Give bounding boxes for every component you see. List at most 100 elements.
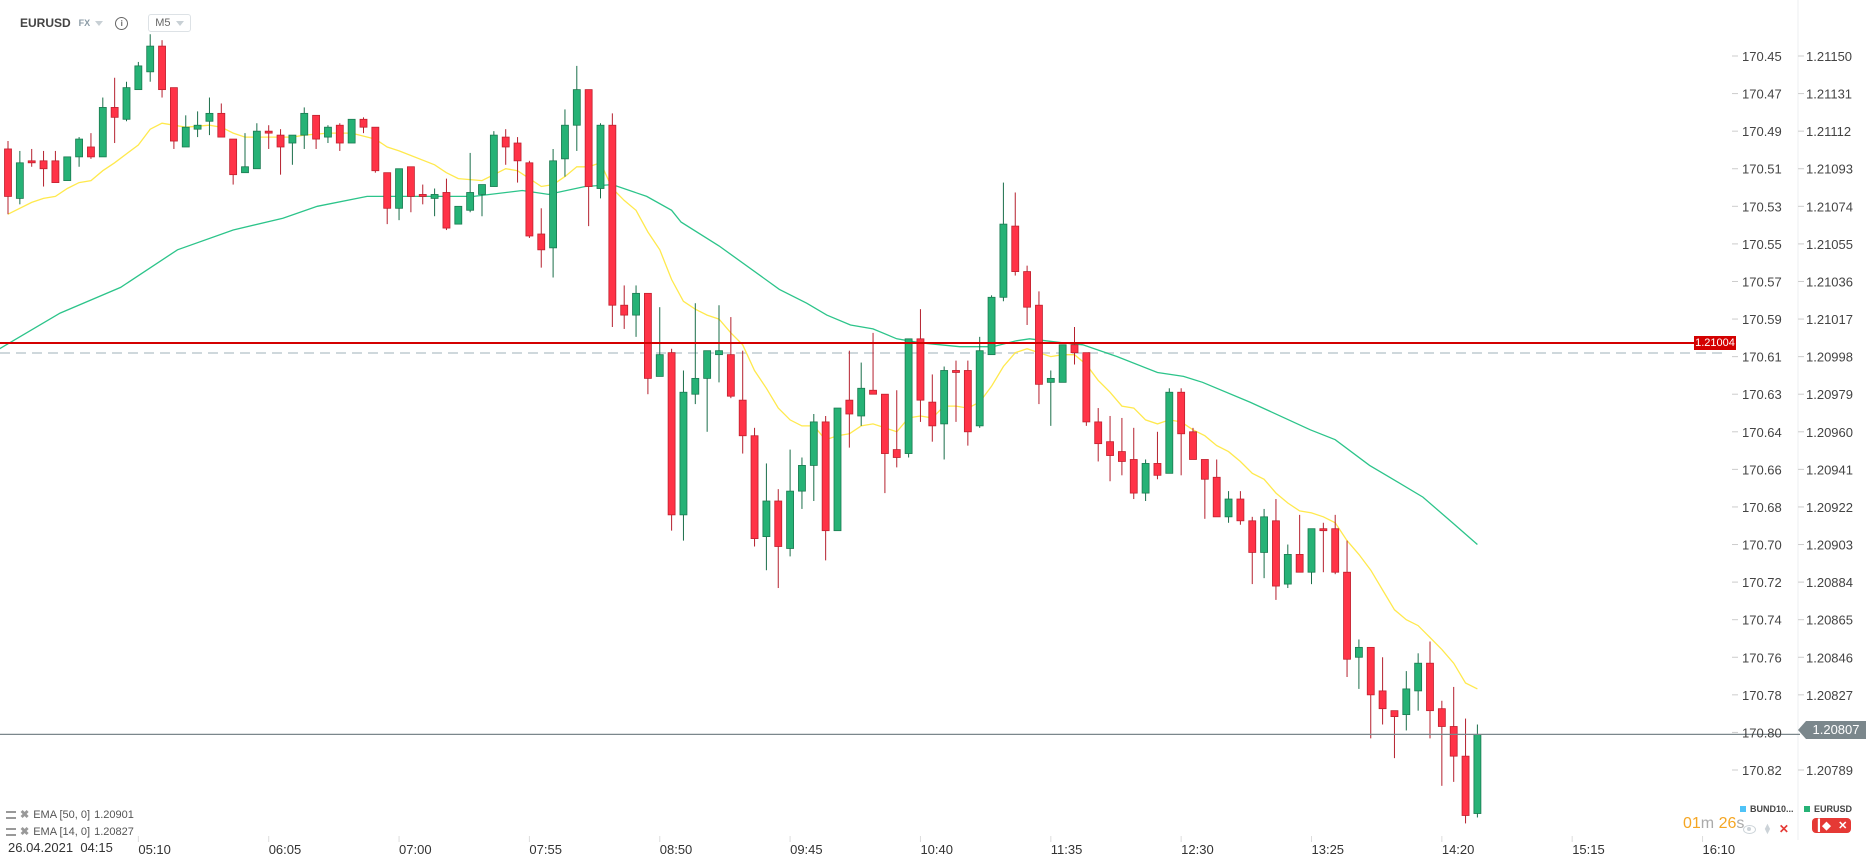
candle-body (892, 449, 901, 458)
remove-icon[interactable]: ✖ (20, 826, 30, 838)
candles-layer (4, 34, 1482, 824)
candle-body (1094, 421, 1103, 445)
time-label: 06:05 (269, 842, 302, 857)
eurusd-series-controls[interactable]: ┃◆ ✕ (1812, 818, 1851, 833)
candle (110, 77, 119, 144)
candle (193, 111, 202, 138)
candle-body (857, 387, 866, 417)
legend-eurusd-label: EURUSD (1814, 804, 1853, 814)
timeframe-dropdown[interactable]: M5 (148, 14, 192, 32)
indicator-value: 1.20827 (94, 825, 134, 838)
candle-body (430, 194, 439, 199)
candle (1343, 540, 1351, 678)
candle-body (798, 465, 806, 492)
eurusd-axis-label: 1.21055 (1806, 237, 1853, 252)
candle-body (1035, 304, 1043, 385)
settings-icon[interactable] (6, 810, 16, 819)
candle-body (1473, 733, 1482, 814)
indicator-ema14[interactable]: ✖ EMA [14, 0] 1.20827 (6, 825, 134, 838)
candle (466, 152, 475, 213)
legend-bund[interactable]: BUND10... (1740, 804, 1794, 814)
up-down-arrows-icon[interactable]: ▲ ▼ (1763, 821, 1772, 836)
market-dropdown[interactable]: FX (79, 18, 104, 28)
eye-icon[interactable] (1743, 824, 1756, 834)
remove-icon[interactable]: ✖ (20, 809, 30, 821)
candlestick-icon[interactable]: ┃◆ (1815, 820, 1831, 832)
candle-body (264, 130, 273, 134)
candle (1319, 522, 1328, 573)
candle (561, 109, 569, 177)
candle-body (454, 205, 463, 225)
info-icon[interactable]: i (115, 16, 129, 30)
candle (1378, 657, 1387, 725)
candle (667, 348, 676, 531)
candle (703, 350, 712, 432)
candle-body (1414, 662, 1423, 692)
candle (1094, 408, 1103, 462)
candle (276, 129, 285, 175)
candle-body (987, 296, 996, 356)
candle-body (241, 166, 249, 174)
symbol-name[interactable]: EURUSD (20, 16, 71, 30)
candle (738, 350, 747, 454)
candle-body (869, 389, 877, 395)
close-icon[interactable]: ✕ (1778, 822, 1789, 836)
candle (1295, 514, 1304, 573)
time-label: 05:10 (138, 842, 171, 857)
candle (158, 40, 166, 98)
time-label: 13:25 (1312, 842, 1345, 857)
candle-body (169, 87, 178, 142)
indicator-ema50[interactable]: ✖ EMA [50, 0] 1.20901 (6, 808, 134, 821)
candle-body (383, 172, 392, 209)
candle (1046, 370, 1055, 426)
candle (98, 97, 107, 158)
candle-body (881, 393, 889, 454)
eurusd-axis-label: 1.21093 (1806, 162, 1853, 177)
candle (513, 137, 522, 183)
candle-body (229, 138, 238, 176)
bund-axis-label: 170.74 (1742, 613, 1782, 628)
candle (312, 114, 321, 149)
candle (229, 138, 238, 185)
close-icon[interactable]: ✕ (1838, 820, 1848, 832)
current-price-tag: 1.20807 (1798, 721, 1866, 739)
candle (1402, 671, 1411, 731)
horizontal-line-price-tag[interactable]: 1.21004 (1694, 336, 1736, 350)
candle-body (1236, 498, 1245, 522)
candle (916, 309, 925, 422)
candle (525, 160, 534, 238)
candle-body (1307, 528, 1316, 573)
eurusd-axis-label: 1.21017 (1806, 312, 1853, 327)
bund-axis-label: 170.53 (1742, 199, 1782, 214)
bund-axis-label: 170.55 (1742, 237, 1782, 252)
candle-body (572, 89, 581, 126)
candle-body (833, 407, 842, 532)
candle-body (1378, 690, 1387, 710)
date-label: 26.04.2021 04:15 (8, 840, 113, 855)
candle-body (122, 87, 131, 120)
candle (1283, 544, 1292, 589)
candle (1106, 415, 1114, 482)
candle-body (146, 45, 155, 73)
time-axis[interactable]: 05:10 06:05 07:00 07:55 08:50 09:45 10:40 11:35… (137, 836, 1735, 857)
candle-body (442, 192, 451, 229)
candle-body (51, 160, 60, 183)
legend-bund-label: BUND10... (1750, 804, 1794, 814)
candle-body (158, 45, 166, 91)
candle-body (750, 435, 759, 539)
legend-eurusd[interactable]: EURUSD (1804, 804, 1852, 814)
candle-body (620, 304, 629, 316)
candle-body (371, 126, 380, 172)
settings-icon[interactable] (6, 827, 16, 836)
candle-body (300, 112, 309, 136)
candle-body (27, 160, 36, 164)
ema50-line (0, 183, 1478, 545)
candle (762, 463, 771, 571)
time-label: 14:20 (1442, 842, 1475, 857)
price-axis[interactable]: 170.45 1.21150 170.47 1.21131 170.49 1.21112 1… (1732, 49, 1853, 778)
candle (406, 166, 415, 213)
candle (1165, 388, 1174, 474)
candle (726, 317, 735, 399)
ema50-layer (0, 183, 1478, 545)
